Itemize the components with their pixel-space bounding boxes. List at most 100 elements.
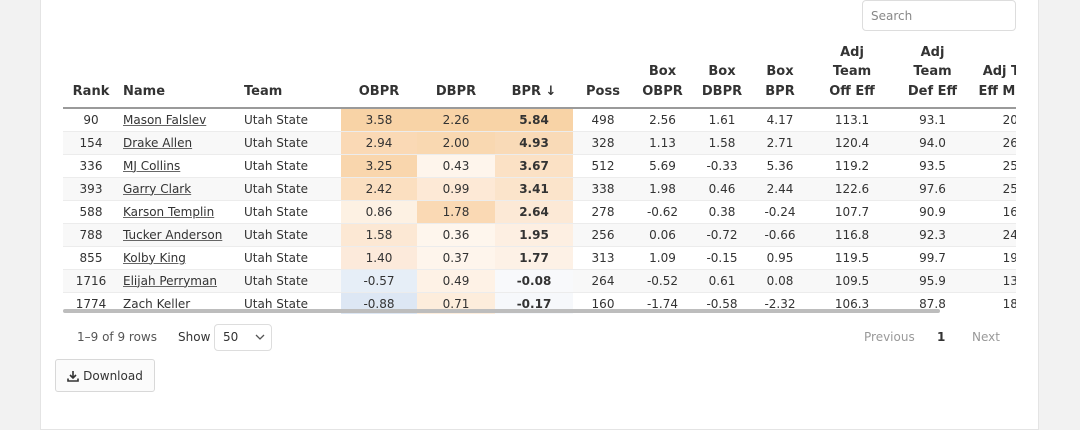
table-row[interactable]: 788 Tucker Anderson Utah State 1.58 0.36 1.95… [63,223,1016,247]
cell-value: Utah State [244,135,309,150]
column-header-team[interactable]: Team [240,40,341,109]
cell-team: Utah State [240,200,341,224]
column-header-adj-off[interactable]: Adj Team Off Eff [808,40,896,109]
column-header-dbpr[interactable]: DBPR [417,40,495,109]
page-size-select[interactable]: 50 [214,324,272,351]
cell-value: 2.71 [766,135,794,150]
cell-box-dbpr: -0.15 [692,246,752,270]
next-page-button[interactable]: Next [972,330,1000,344]
download-button[interactable]: Download [55,359,155,392]
table-row[interactable]: 1716 Elijah Perryman Utah State -0.57 0.49 -0… [63,269,1016,293]
cell-value: 788 [79,227,103,242]
download-icon [67,370,79,382]
column-header-name[interactable]: Name [119,40,240,109]
player-link[interactable]: Garry Clark [123,181,192,196]
cell-value: 94.0 [919,135,946,150]
cell-value: 122.6 [834,181,870,196]
cell-value: Utah State [244,204,309,219]
column-header-label: Poss [586,83,620,99]
cell-value: 99.7 [919,250,946,265]
cell-bpr: -0.17 [495,292,573,314]
rows-info: 1–9 of 9 rows [77,330,157,344]
cell-value: 393 [79,181,103,196]
cell-value: 1.58 [365,227,393,242]
column-header-label: Team [913,64,952,79]
table-row[interactable]: 393 Garry Clark Utah State 2.42 0.99 3.41 338 1… [63,177,1016,201]
cell-value: 18.5 [1002,296,1016,311]
cell-value: Utah State [244,227,309,242]
column-header-box-dbpr[interactable]: Box DBPR [692,40,752,109]
cell-value: 1.13 [649,135,676,150]
column-header-label: Name [123,83,166,99]
cell-value: 25.0 [1002,181,1016,196]
current-page-button[interactable]: 1 [937,330,946,344]
table-row[interactable]: 336 MJ Collins Utah State 3.25 0.43 3.67 512 5.… [63,154,1016,178]
table-row[interactable]: 588 Karson Templin Utah State 0.86 1.78 2.64 2… [63,200,1016,224]
cell-rank: 1716 [63,269,119,293]
cell-name: Elijah Perryman [119,269,240,293]
chevron-down-icon [255,325,265,360]
cell-obpr: -0.88 [341,292,417,314]
column-header-box-obpr[interactable]: Box OBPR [633,40,692,109]
column-header-label: Box [648,64,677,79]
player-link[interactable]: Elijah Perryman [123,273,217,288]
column-header-label: Box [766,64,794,79]
column-header-bpr[interactable]: BPR ↓ [495,40,573,109]
table-container[interactable]: Rank Name Team OBPR DBPR BPR ↓ Poss Box OBPR Box D… [63,40,1016,314]
table-row[interactable]: 154 Drake Allen Utah State 2.94 2.00 4.93 328 1… [63,131,1016,155]
cell-adj-off: 120.4 [808,131,896,155]
table-row[interactable]: 855 Kolby King Utah State 1.40 0.37 1.77 313 1.… [63,246,1016,270]
cell-value: -0.88 [363,296,395,311]
cell-box-bpr: 4.17 [752,108,808,132]
cell-value: 25.7 [1002,158,1016,173]
cell-value: 1.40 [365,250,393,265]
cell-value: 109.5 [834,273,870,288]
player-link[interactable]: Kolby King [123,250,186,265]
player-link[interactable]: MJ Collins [123,158,181,173]
cell-adj-off: 119.2 [808,154,896,178]
cell-value: 3.41 [519,181,549,196]
cell-value: 328 [591,135,615,150]
cell-name: Garry Clark [119,177,240,201]
cell-value: 2.56 [649,112,676,127]
player-link[interactable]: Zach Keller [123,296,191,311]
horizontal-scrollbar[interactable] [63,309,940,313]
cell-team: Utah State [240,108,341,132]
column-header-label: Team [244,83,283,99]
search-input[interactable] [862,0,1016,31]
column-header-label: Eff Margin [978,83,1016,99]
cell-poss: 256 [573,223,633,247]
column-header-box-bpr[interactable]: Box BPR [752,40,808,109]
player-link[interactable]: Karson Templin [123,204,215,219]
column-header-label: OBPR [642,83,683,99]
cell-value: 92.3 [919,227,946,242]
player-link[interactable]: Drake Allen [123,135,193,150]
cell-value: 93.5 [919,158,946,173]
cell-dbpr: 0.37 [417,246,495,270]
cell-value: 256 [591,227,615,242]
column-header-obpr[interactable]: OBPR [341,40,417,109]
cell-value: 95.9 [919,273,946,288]
cell-value: 106.3 [834,296,870,311]
cell-value: 1716 [75,273,107,288]
cell-value: 87.8 [919,296,946,311]
cell-name: Drake Allen [119,131,240,155]
cell-box-bpr: 2.44 [752,177,808,201]
cell-value: 3.58 [365,112,393,127]
table-row[interactable]: 1774 Zach Keller Utah State -0.88 0.71 -0.17 1… [63,292,1016,314]
cell-value: 5.36 [766,158,794,173]
table-row[interactable]: 90 Mason Falslev Utah State 3.58 2.26 5.84 498… [63,108,1016,132]
previous-page-button[interactable]: Previous [864,330,915,344]
cell-box-obpr: 2.56 [633,108,692,132]
cell-value: 2.42 [365,181,393,196]
player-link[interactable]: Tucker Anderson [123,227,223,242]
cell-adj-margin: 13.6 [969,269,1016,293]
cell-obpr: 1.58 [341,223,417,247]
column-header-adj-margin[interactable]: Adj Team Eff Margin [969,40,1016,109]
column-header-poss[interactable]: Poss [573,40,633,109]
player-link[interactable]: Mason Falslev [123,112,207,127]
cell-value: 264 [591,273,615,288]
column-header-adj-def[interactable]: Adj Team Def Eff [896,40,969,109]
cell-box-dbpr: 0.46 [692,177,752,201]
column-header-rank[interactable]: Rank [63,40,119,109]
